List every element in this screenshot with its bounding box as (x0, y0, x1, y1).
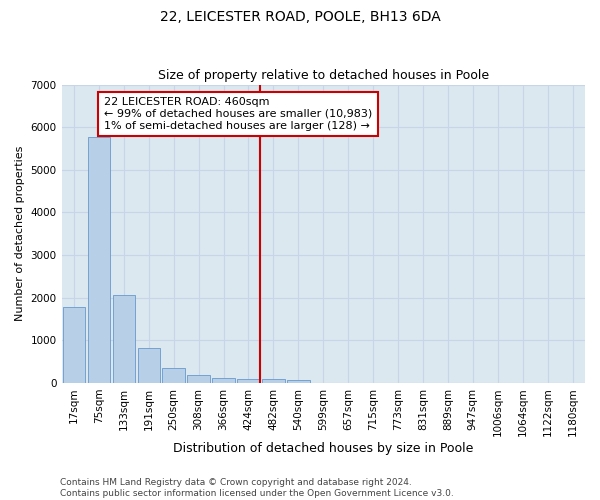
Text: 22 LEICESTER ROAD: 460sqm
← 99% of detached houses are smaller (10,983)
1% of se: 22 LEICESTER ROAD: 460sqm ← 99% of detac… (104, 98, 372, 130)
Bar (137, 348, 160, 383)
Text: 22, LEICESTER ROAD, POOLE, BH13 6DA: 22, LEICESTER ROAD, POOLE, BH13 6DA (160, 10, 440, 24)
Bar (287, 380, 310, 383)
Bar (113, 295, 135, 383)
Bar (262, 380, 284, 383)
Bar (187, 375, 210, 383)
Text: Contains HM Land Registry data © Crown copyright and database right 2024.
Contai: Contains HM Land Registry data © Crown c… (60, 478, 454, 498)
Bar (212, 378, 235, 383)
Bar (163, 368, 185, 383)
Y-axis label: Number of detached properties: Number of detached properties (15, 146, 25, 322)
Bar (88, 136, 110, 383)
Bar (63, 307, 85, 383)
Title: Size of property relative to detached houses in Poole: Size of property relative to detached ho… (158, 69, 489, 82)
X-axis label: Distribution of detached houses by size in Poole: Distribution of detached houses by size … (173, 442, 473, 455)
Bar (237, 378, 260, 383)
